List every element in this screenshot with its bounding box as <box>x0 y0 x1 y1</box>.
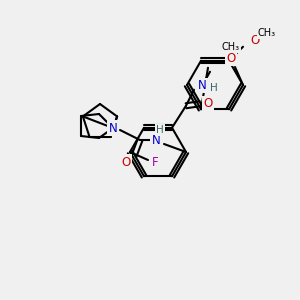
Text: CH₃: CH₃ <box>222 42 240 52</box>
Text: H: H <box>156 125 164 135</box>
Text: N: N <box>198 79 206 92</box>
Text: F: F <box>152 157 158 169</box>
Text: N: N <box>152 134 160 146</box>
Text: O: O <box>203 97 213 110</box>
Text: O: O <box>226 52 236 64</box>
Text: CH₃: CH₃ <box>258 28 276 38</box>
Text: H: H <box>210 83 218 93</box>
Text: N: N <box>109 122 117 134</box>
Text: O: O <box>250 34 260 47</box>
Text: O: O <box>122 155 130 169</box>
